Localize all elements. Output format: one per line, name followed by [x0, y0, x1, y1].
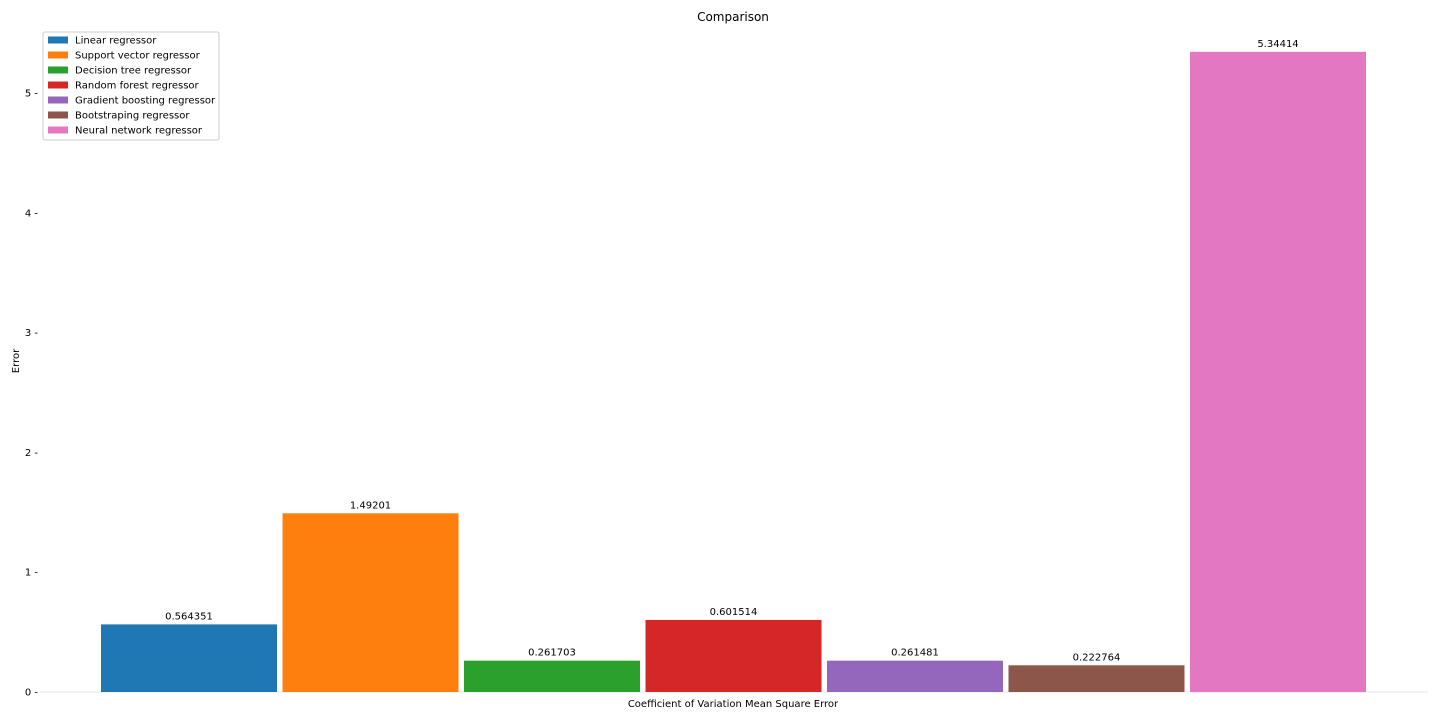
- legend-swatch: [48, 36, 68, 44]
- legend-swatch: [48, 126, 68, 134]
- bar-value-label: 0.261703: [528, 648, 576, 659]
- bar-value-label: 0.261481: [891, 648, 939, 659]
- y-tick-label: 1 -: [25, 568, 39, 579]
- bar-gradient-boosting-regressor: [827, 660, 1003, 692]
- legend-entry: Bootstraping regressor: [75, 111, 190, 122]
- legend-swatch: [48, 81, 68, 89]
- y-tick-label: 4 -: [25, 208, 39, 219]
- bar-support-vector-regressor: [282, 513, 459, 692]
- legend-entry: Support vector regressor: [75, 51, 201, 62]
- legend-entry: Linear regressor: [75, 36, 157, 47]
- legend: Linear regressor Support vector regressor…: [42, 31, 220, 141]
- legend-entry: Gradient boosting regressor: [75, 96, 216, 107]
- bar-value-label: 5.34414: [1257, 39, 1298, 50]
- y-axis-label: Error: [11, 348, 22, 373]
- bar-bootstraping-regressor: [1008, 665, 1185, 692]
- y-tick-label: 0 -: [25, 688, 39, 699]
- legend-entry: Decision tree regressor: [75, 66, 192, 77]
- legend-swatch: [48, 51, 68, 59]
- legend-entry: Neural network regressor: [75, 126, 203, 137]
- bar-random-forest-regressor: [645, 619, 822, 692]
- bar-decision-tree-regressor: [464, 660, 640, 692]
- y-tick-label: 5 -: [25, 89, 39, 100]
- x-axis-label: Coefficient of Variation Mean Square Err…: [628, 699, 839, 710]
- y-tick-label: 3 -: [25, 328, 39, 339]
- legend-swatch: [48, 66, 68, 74]
- bar-value-label: 0.564351: [165, 611, 213, 622]
- bar-value-label: 1.49201: [350, 500, 391, 511]
- y-tick-label: 2 -: [25, 448, 39, 459]
- bar-linear-regressor: [101, 624, 277, 692]
- legend-swatch: [48, 111, 68, 119]
- chart-title: Comparison: [697, 10, 769, 24]
- y-axis-ticks: 0 - 1 - 2 - 3 - 4 - 5 -: [25, 89, 39, 699]
- legend-entry: Random forest regressor: [75, 81, 200, 92]
- bar-neural-network-regressor: [1190, 51, 1366, 692]
- bar-value-label: 0.601514: [710, 607, 758, 618]
- legend-swatch: [48, 96, 68, 104]
- legend-frame: [42, 31, 220, 141]
- bar-value-labels: 0.564351 1.49201 0.261703 0.601514 0.261481 0…: [165, 39, 1299, 663]
- bars: [101, 51, 1366, 692]
- bar-value-label: 0.222764: [1073, 652, 1121, 663]
